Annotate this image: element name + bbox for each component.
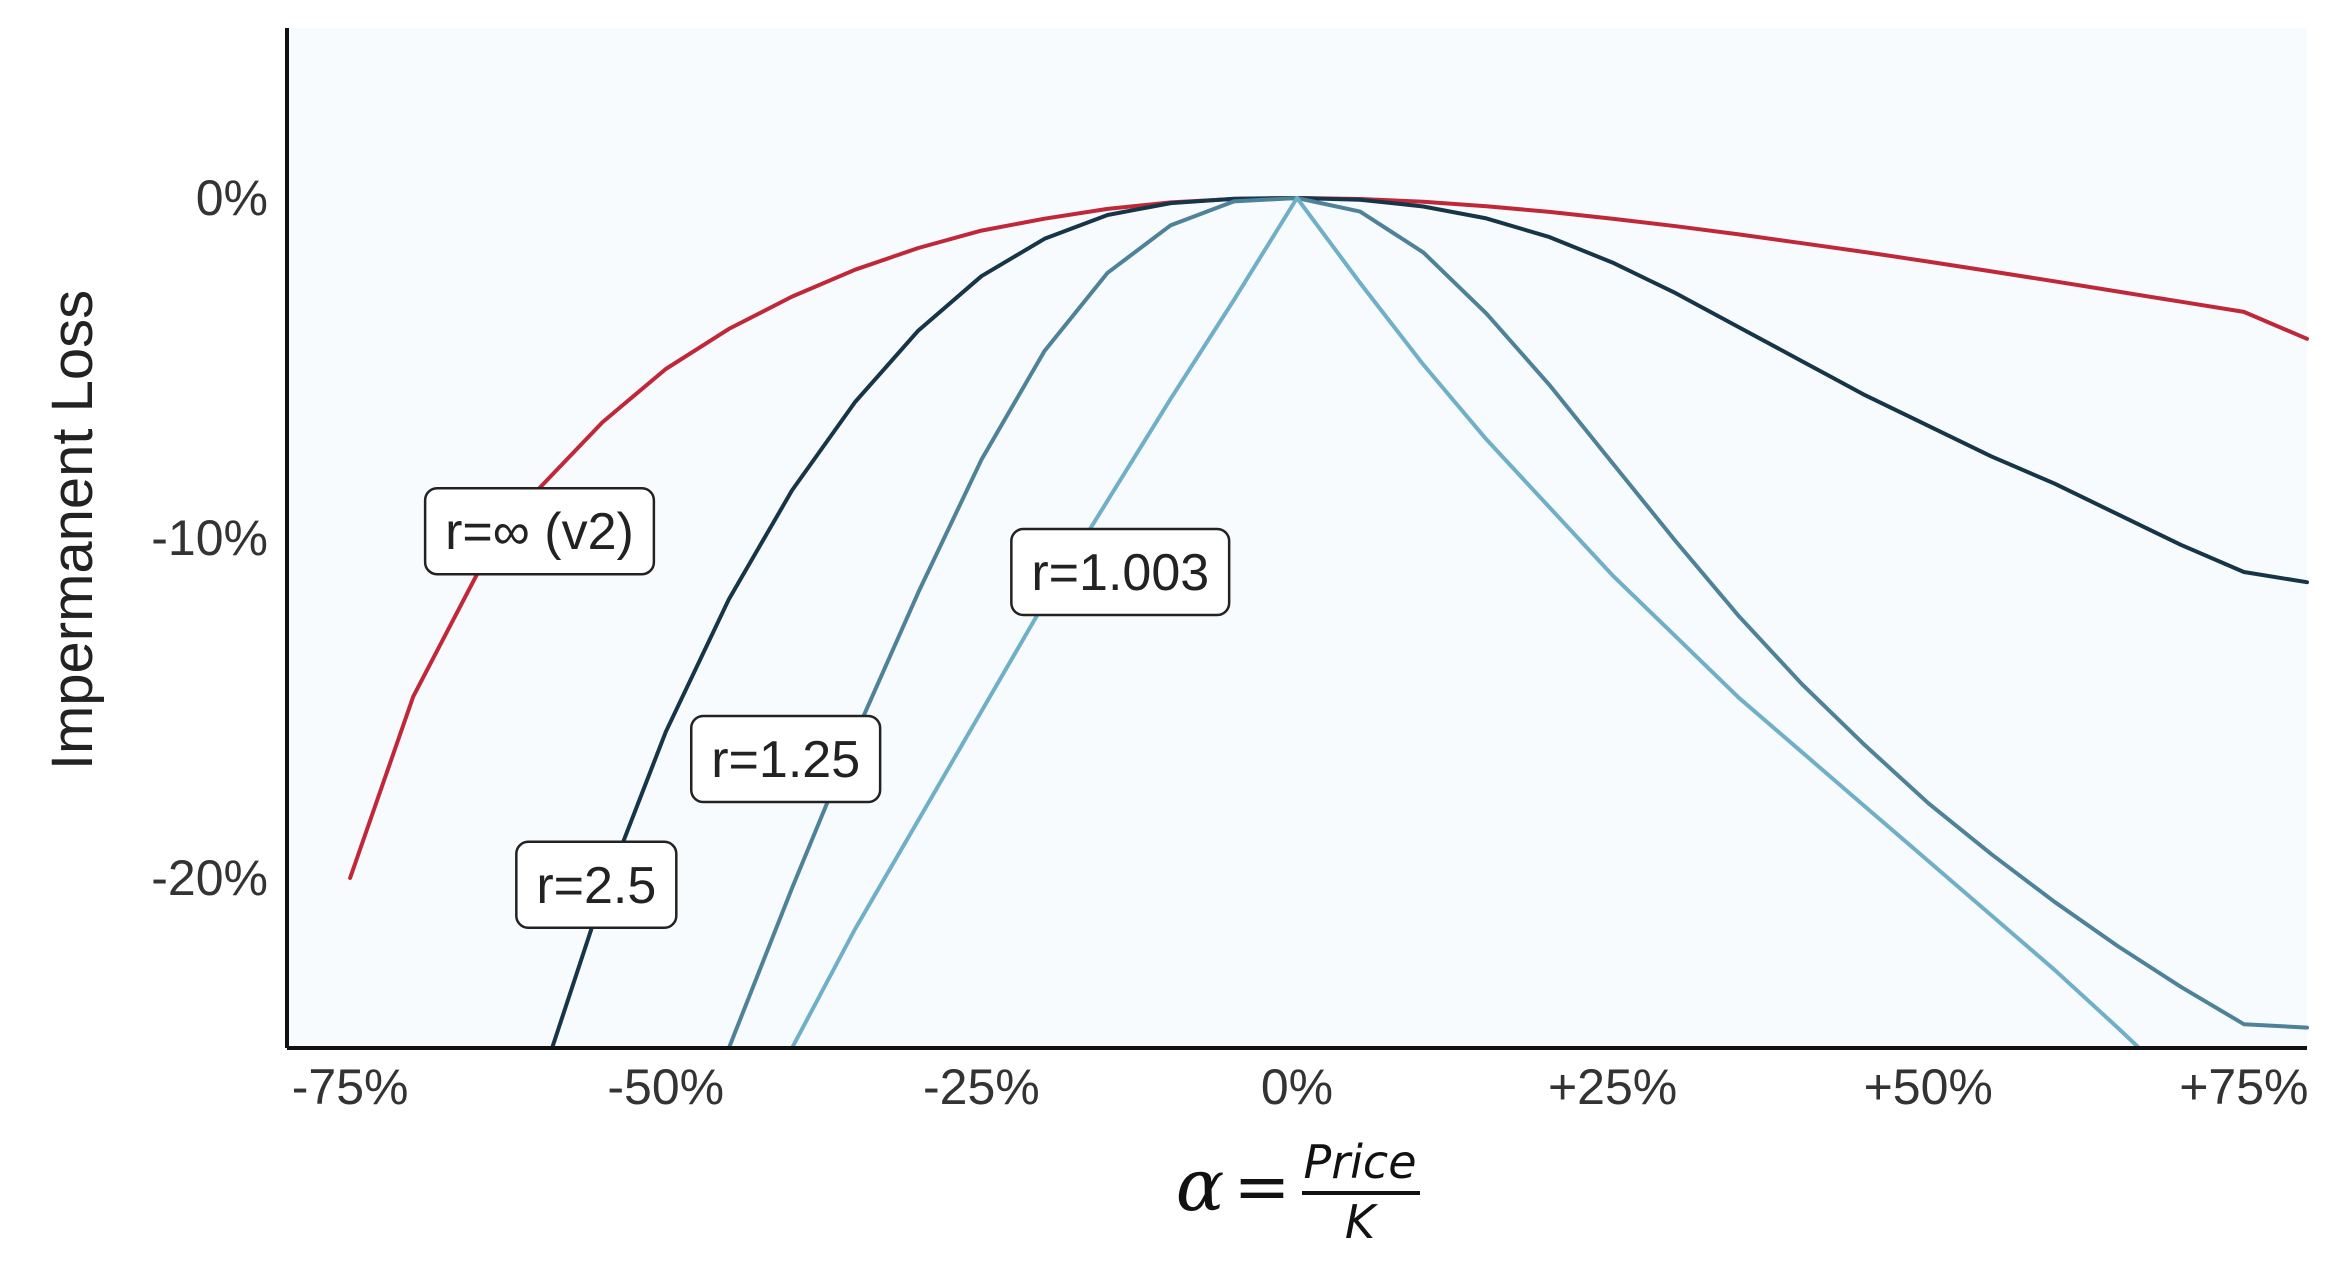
y-ticks: 0% -10% -20% [151, 170, 268, 906]
x-tick-label: -75% [292, 1059, 409, 1115]
x-tick-label: +75% [2179, 1059, 2308, 1115]
x-axis-label: α = Price K [1176, 1135, 1420, 1249]
x-tick-label: 0% [1261, 1059, 1333, 1115]
annotations: r=∞ (v2) r=1.003 r=1.25 r=2.5 [423, 486, 1231, 930]
annotation-r-2-5: r=2.5 [515, 840, 678, 930]
annotation-r-1-003: r=1.003 [1010, 527, 1231, 617]
x-label-denominator: K [1345, 1195, 1379, 1249]
series-line-r-2-5 [550, 196, 2309, 1050]
annotation-box [515, 840, 678, 930]
annotation-box [689, 714, 882, 804]
annotation-label: r=∞ (v2) [445, 503, 634, 561]
x-label-symbol: α [1176, 1143, 1225, 1227]
x-tick-label: +25% [1548, 1059, 1677, 1115]
annotation-box [423, 486, 656, 576]
series-line-r-1-003 [790, 196, 2142, 1050]
y-tick-label: -20% [151, 850, 268, 906]
annotation-r-inf-v2: r=∞ (v2) [423, 486, 656, 576]
y-tick-label: 0% [196, 170, 268, 226]
annotation-label: r=1.003 [1031, 544, 1209, 602]
series-line-r-1-25 [726, 196, 2309, 1050]
annotation-label: r=2.5 [536, 857, 656, 915]
y-axis-label: Impermanent Loss [40, 290, 105, 770]
x-tick-label: -50% [607, 1059, 724, 1115]
x-tick-label: +50% [1864, 1059, 1993, 1115]
x-tick-label: -25% [923, 1059, 1040, 1115]
annotation-r-1-25: r=1.25 [689, 714, 882, 804]
x-label-equals: = [1234, 1148, 1291, 1227]
annotation-label: r=1.25 [711, 731, 860, 789]
annotation-box [1010, 527, 1231, 617]
x-label-numerator: Price [1303, 1135, 1416, 1189]
series-layer [348, 196, 2309, 1050]
x-ticks: -75% -50% -25% 0% +25% +50% +75% [292, 1059, 2309, 1115]
y-tick-label: -10% [151, 510, 268, 566]
